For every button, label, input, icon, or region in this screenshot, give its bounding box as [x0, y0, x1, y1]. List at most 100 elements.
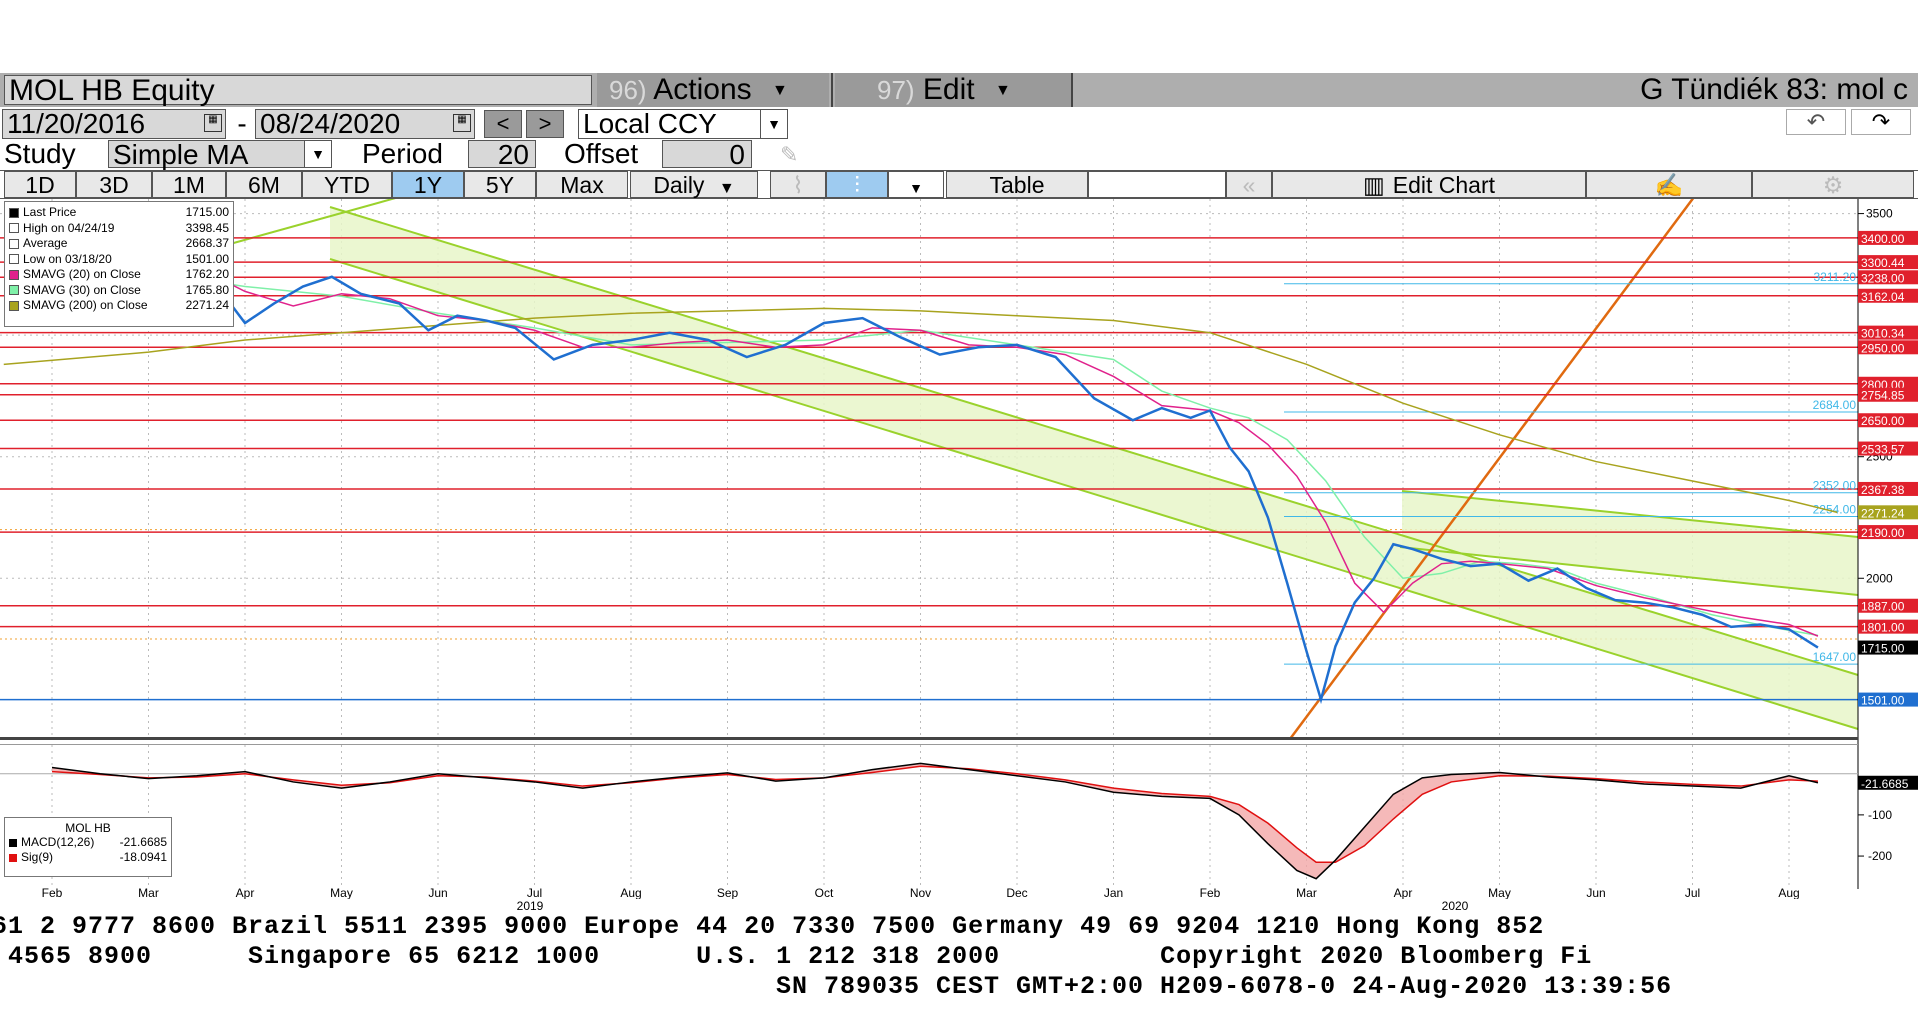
legend-name: SMAVG (30) on Close: [23, 282, 141, 297]
x-tick-label: Jan: [1104, 886, 1123, 899]
offset-input[interactable]: 0: [662, 140, 752, 169]
legend-name: MACD(12,26): [21, 835, 95, 849]
toolbar-blank: [1088, 171, 1226, 198]
level-label-box: [1858, 325, 1918, 340]
macd-legend-row: Sig(9) -18.0941: [9, 850, 167, 865]
chevron-down-icon: ▼: [994, 82, 1011, 100]
level-label-box: [1858, 525, 1918, 540]
start-date-field[interactable]: 11/20/2016 ▦: [2, 109, 226, 139]
level-label-box: [1858, 230, 1918, 245]
menu-divider: [1071, 73, 1073, 107]
legend-value: 1501.00: [185, 251, 229, 266]
level-label-box: [1858, 387, 1918, 402]
edit-menu[interactable]: 97) Edit ▼: [835, 73, 1071, 107]
signal-line: [51, 765, 1818, 863]
channel-band-1: [330, 207, 1858, 729]
edit-chart-button[interactable]: ▥ Edit Chart: [1272, 171, 1586, 198]
legend-swatch: [9, 838, 17, 847]
study-value: Simple MA: [113, 139, 249, 170]
level-label-box: [1858, 640, 1918, 655]
timeframe-1d-button[interactable]: 1D: [4, 171, 76, 198]
table-button[interactable]: Table: [946, 171, 1088, 198]
level-label-box: [1858, 619, 1918, 634]
gear-icon[interactable]: ⚙: [1752, 171, 1914, 198]
legend-row: Average 2668.37: [9, 236, 229, 252]
legend-row: SMAVG (20) on Close 1762.20: [9, 267, 229, 283]
pencil-icon[interactable]: ✎: [780, 142, 799, 167]
level-label: 2367.38: [1861, 483, 1905, 497]
series-line: [52, 241, 1819, 705]
x-tick-label: Aug: [620, 886, 641, 899]
footer-line-3: SN 789035 CEST GMT+2:00 H209-6078-0 24-A…: [776, 972, 1673, 1001]
annotations-icon[interactable]: ✍: [1586, 171, 1752, 198]
timeframe-ytd-button[interactable]: YTD: [302, 171, 392, 198]
level-label: 3238.00: [1861, 271, 1905, 285]
currency-select[interactable]: Local CCY ▼: [578, 109, 788, 139]
x-tick-label: Jul: [527, 886, 542, 899]
actions-label: Actions: [653, 73, 752, 106]
actions-menu[interactable]: 96) Actions ▼: [597, 73, 829, 107]
level-label: 2533.57: [1861, 443, 1905, 457]
channel-line: [1401, 490, 1859, 538]
redo-icon[interactable]: ↷: [1851, 109, 1911, 135]
candlestick-icon[interactable]: ⫶: [826, 171, 888, 198]
timeframe-max-button[interactable]: Max: [536, 171, 628, 198]
legend-row: Low on 03/18/20 1501.00: [9, 252, 229, 268]
price-chart[interactable]: 3211.20 2684.00 2352.00 2254.00 1647.00 3500…: [0, 199, 1918, 899]
level-label-box: [1858, 288, 1918, 303]
legend-name: SMAVG (200) on Close: [23, 298, 148, 312]
level-label-box: [1858, 481, 1918, 496]
legend-value: -21.6685: [119, 835, 167, 849]
legend-swatch: [9, 254, 19, 265]
end-date-field[interactable]: 08/24/2020 ▦: [255, 109, 475, 139]
chart-type-dropdown[interactable]: ▼: [888, 171, 944, 198]
study-select[interactable]: Simple MA ▼: [108, 139, 332, 170]
level-label-box: [1858, 598, 1918, 613]
line-chart-icon[interactable]: ⌇: [770, 171, 826, 198]
period-input[interactable]: 20: [468, 140, 536, 169]
calendar-icon[interactable]: ▦: [453, 114, 471, 132]
legend-row: SMAVG (200) on Close 2271.24: [9, 298, 229, 314]
next-period-button[interactable]: >: [526, 110, 564, 138]
legend-name: Last Price: [23, 205, 77, 219]
x-tick-label: Dec: [1006, 886, 1027, 899]
timeframe-5y-button[interactable]: 5Y: [464, 171, 536, 198]
macd-pane: -100 -200 -21.6685: [0, 762, 1918, 880]
fib-label: 1647.00: [1813, 650, 1857, 664]
level-label: 2650.00: [1861, 414, 1905, 428]
level-label: 3400.00: [1861, 232, 1905, 246]
legend-value: 1762.20: [185, 267, 229, 281]
macd-line: [51, 762, 1819, 880]
timeframe-1y-button[interactable]: 1Y: [392, 171, 464, 198]
legend-value: 2668.37: [185, 236, 229, 250]
level-label: 3010.34: [1861, 327, 1905, 341]
frequency-select[interactable]: Daily ▼: [630, 171, 758, 198]
level-label-box: [1858, 340, 1918, 355]
pane-divider[interactable]: [0, 737, 1858, 740]
level-label: 1887.00: [1861, 600, 1905, 614]
security-field[interactable]: MOL HB Equity: [4, 75, 592, 106]
calendar-icon[interactable]: ▦: [204, 114, 222, 132]
undo-icon[interactable]: ↶: [1786, 109, 1846, 135]
timeframe-6m-button[interactable]: 6M: [226, 171, 302, 198]
edit-label: Edit: [922, 73, 975, 106]
fib-label: 2684.00: [1813, 398, 1857, 412]
macd-current-box: [1858, 775, 1918, 790]
timeframe-1m-button[interactable]: 1M: [152, 171, 226, 198]
collapse-left-icon[interactable]: «: [1226, 171, 1272, 198]
x-tick-label: Feb: [42, 886, 63, 899]
legend-swatch: [9, 223, 19, 234]
pane-divider: [0, 744, 1858, 745]
legend-swatch: [9, 238, 19, 249]
legend-row: High on 04/24/19 3398.45: [9, 221, 229, 237]
actions-number: 96): [609, 75, 647, 105]
timeframe-3d-button[interactable]: 3D: [76, 171, 152, 198]
legend-name: Low on 03/18/20: [23, 251, 112, 266]
legend-swatch: [9, 300, 19, 311]
x-tick-label: Apr: [236, 886, 255, 899]
end-date-value: 08/24/2020: [260, 108, 401, 139]
level-label: 2190.00: [1861, 526, 1905, 540]
prev-period-button[interactable]: <: [484, 110, 522, 138]
currency-value: Local CCY: [583, 108, 717, 139]
